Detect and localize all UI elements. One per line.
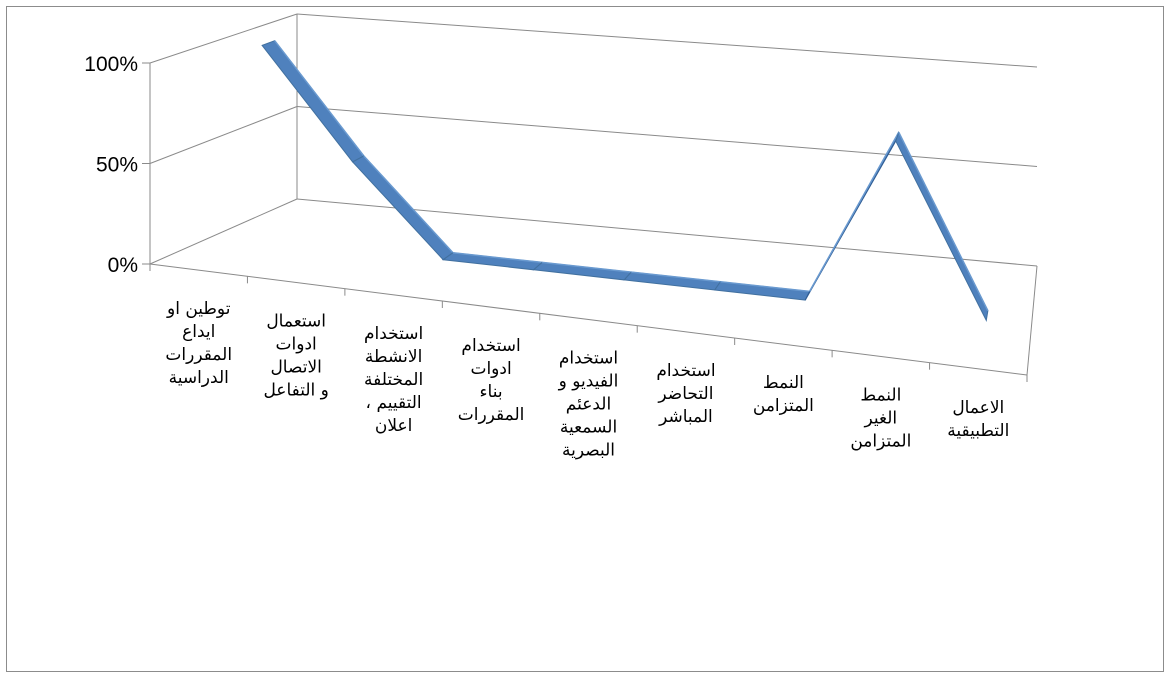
x-category-label: النمط الغير المتزامن bbox=[850, 386, 911, 452]
series-ribbon-segment bbox=[895, 130, 989, 322]
x-category-label: استخدام الفيديو و الدعئم السمعية البصرية bbox=[558, 349, 619, 461]
series-ribbon-edge bbox=[631, 271, 721, 283]
x-category-label: استعمال ادوات الاتصال و التفاعل bbox=[263, 312, 328, 401]
x-category-label: استخدام الانشطة المختلفة التقييم ، اعلان bbox=[364, 324, 423, 436]
x-category-label: استخدام ادوات بناء المقررات bbox=[458, 336, 525, 425]
y-tick-label: 0% bbox=[108, 254, 138, 277]
back-wall-gridline bbox=[296, 198, 1038, 267]
series-ribbon-edge bbox=[808, 131, 900, 292]
series-ribbon-segment bbox=[623, 271, 722, 291]
series-ribbon-segment bbox=[261, 40, 365, 163]
x-category-label: الاعمال التطبيقية bbox=[947, 398, 1009, 441]
side-wall-gridline bbox=[149, 198, 298, 265]
series-ribbon-segment bbox=[351, 155, 454, 261]
chart-gridlines bbox=[149, 13, 1038, 267]
side-wall-gridline bbox=[149, 13, 298, 64]
side-wall-gridline bbox=[149, 106, 298, 164]
y-axis-tick-labels: 0% 50% 100% bbox=[84, 53, 138, 277]
y-tick-label: 100% bbox=[84, 53, 138, 76]
x-category-label: استخدام التحاضر المباشر bbox=[656, 361, 715, 427]
back-wall-gridline bbox=[296, 13, 1038, 68]
chart-frame: 0% 50% 100% توطين او ايداع المقررات الدراسية ا… bbox=[6, 6, 1164, 672]
x-axis-category-labels: توطين او ايداع المقررات الدراسية استعمال ادوا… bbox=[165, 299, 1009, 460]
chart-axes bbox=[142, 14, 1038, 382]
series-ribbon-edge bbox=[898, 131, 989, 312]
back-wall-gridline bbox=[296, 106, 1038, 167]
series-ribbon-edge bbox=[720, 281, 810, 293]
y-tick-label: 50% bbox=[96, 154, 138, 177]
series-ribbon bbox=[261, 40, 989, 322]
series-ribbon-edge bbox=[274, 40, 365, 157]
floor-right-edge bbox=[1026, 265, 1038, 376]
line-chart-3d: 0% 50% 100% توطين او ايداع المقررات الدراسية ا… bbox=[84, 13, 1038, 461]
series-ribbon-edge bbox=[452, 252, 543, 264]
series-ribbon-segment bbox=[713, 281, 811, 301]
series-ribbon-edge bbox=[363, 155, 454, 254]
series-ribbon-edge bbox=[542, 261, 632, 273]
x-category-label: النمط المتزامن bbox=[753, 373, 814, 416]
floor-front-edge bbox=[149, 263, 1028, 376]
x-category-label: توطين او ايداع المقررات الدراسية bbox=[165, 299, 232, 388]
